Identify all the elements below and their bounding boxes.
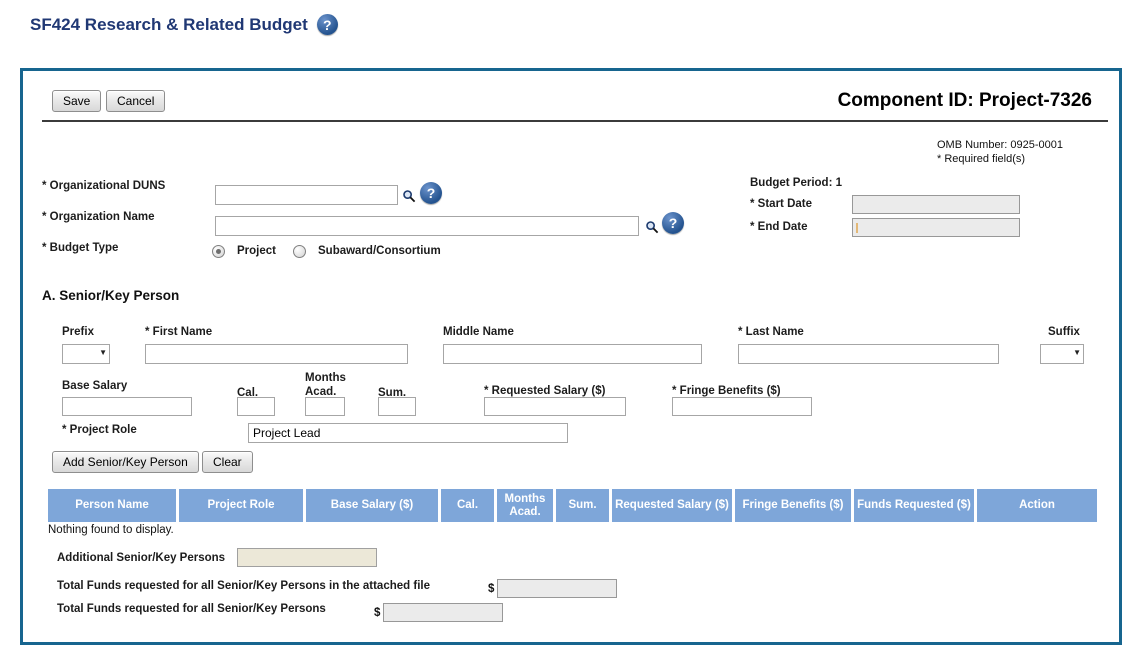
project-role-input[interactable] (248, 423, 568, 443)
prefix-label: Prefix (62, 326, 94, 338)
end-date-label: * End Date (750, 221, 808, 233)
sum-label: Sum. (378, 387, 407, 399)
fringe-benefits-input[interactable] (672, 397, 812, 416)
acad-label: Acad. (305, 386, 337, 398)
acad-months-input[interactable] (305, 397, 345, 416)
prefix-select[interactable]: ▼ (62, 344, 110, 364)
help-icon[interactable]: ? (316, 14, 338, 35)
currency-symbol: $ (374, 607, 381, 619)
middle-name-input[interactable] (443, 344, 702, 364)
budget-type-option-subaward-label: Subaward/Consortium (318, 245, 441, 257)
suffix-label: Suffix (1048, 326, 1080, 338)
middle-name-label: Middle Name (443, 326, 514, 338)
budget-type-label: * Budget Type (42, 242, 119, 254)
page-title-text: SF424 Research & Related Budget (30, 14, 308, 34)
chevron-down-icon: ▼ (1073, 348, 1081, 357)
budget-type-radio-project[interactable] (212, 245, 225, 258)
cal-label: Cal. (237, 387, 259, 399)
additional-persons-field (237, 548, 377, 567)
fringe-benefits-label: * Fringe Benefits ($) (672, 385, 781, 397)
org-name-search-icon[interactable] (645, 220, 660, 235)
header-divider (42, 120, 1108, 122)
budget-period-label: Budget Period: 1 (750, 177, 843, 189)
duns-search-icon[interactable] (402, 189, 417, 204)
last-name-input[interactable] (738, 344, 999, 364)
org-name-label: * Organization Name (42, 211, 155, 223)
table-column-header: Fringe Benefits ($) (735, 489, 851, 522)
page-title: SF424 Research & Related Budget ? (30, 14, 338, 35)
months-label: Months (305, 372, 346, 384)
table-column-header: Funds Requested ($) (854, 489, 974, 522)
clear-button[interactable]: Clear (202, 451, 253, 473)
project-role-label: * Project Role (62, 424, 137, 436)
last-name-label: * Last Name (738, 326, 804, 338)
save-button[interactable]: Save (52, 90, 102, 112)
attached-file-total-label: Total Funds requested for all Senior/Key… (57, 580, 430, 592)
table-column-header: Requested Salary ($) (612, 489, 732, 522)
org-duns-label: * Organizational DUNS (42, 180, 166, 192)
omb-number: OMB Number: 0925-0001 (937, 139, 1063, 151)
text-caret (856, 223, 858, 233)
table-empty-message: Nothing found to display. (48, 524, 174, 536)
table-column-header: Project Role (179, 489, 303, 522)
section-a-heading: A. Senior/Key Person (42, 288, 180, 303)
table-column-header: Months Acad. (497, 489, 553, 522)
end-date-input (852, 218, 1020, 237)
overall-total-label: Total Funds requested for all Senior/Key… (57, 603, 326, 615)
org-name-input[interactable] (215, 216, 639, 236)
table-column-header: Action (977, 489, 1097, 522)
base-salary-input[interactable] (62, 397, 192, 416)
requested-salary-input[interactable] (484, 397, 626, 416)
additional-persons-label: Additional Senior/Key Persons (57, 552, 226, 564)
cal-months-input[interactable] (237, 397, 275, 416)
add-senior-key-person-button[interactable]: Add Senior/Key Person (52, 451, 199, 473)
suffix-select[interactable]: ▼ (1040, 344, 1084, 364)
cancel-button[interactable]: Cancel (106, 90, 166, 112)
org-name-help-icon[interactable]: ? (662, 212, 684, 234)
budget-type-radio-subaward[interactable] (293, 245, 306, 258)
start-date-input (852, 195, 1020, 214)
chevron-down-icon: ▼ (99, 348, 107, 357)
required-note: * Required field(s) (937, 153, 1026, 165)
duns-help-icon[interactable]: ? (420, 182, 442, 204)
start-date-label: * Start Date (750, 198, 812, 210)
table-column-header: Person Name (48, 489, 176, 522)
senior-key-person-table-header: Person Name Project Role Base Salary ($) Ca… (48, 489, 1097, 522)
requested-salary-label: * Requested Salary ($) (484, 385, 606, 397)
sum-months-input[interactable] (378, 397, 416, 416)
first-name-input[interactable] (145, 344, 408, 364)
base-salary-label: Base Salary (62, 380, 128, 392)
overall-total-field (383, 603, 503, 622)
table-column-header: Base Salary ($) (306, 489, 438, 522)
component-id-heading: Component ID: Project-7326 (837, 90, 1092, 111)
budget-type-option-project-label: Project (237, 245, 276, 257)
table-column-header: Sum. (556, 489, 609, 522)
currency-symbol: $ (488, 583, 495, 595)
first-name-label: * First Name (145, 326, 213, 338)
org-duns-input[interactable] (215, 185, 398, 205)
attached-file-total-field (497, 579, 617, 598)
table-column-header: Cal. (441, 489, 494, 522)
